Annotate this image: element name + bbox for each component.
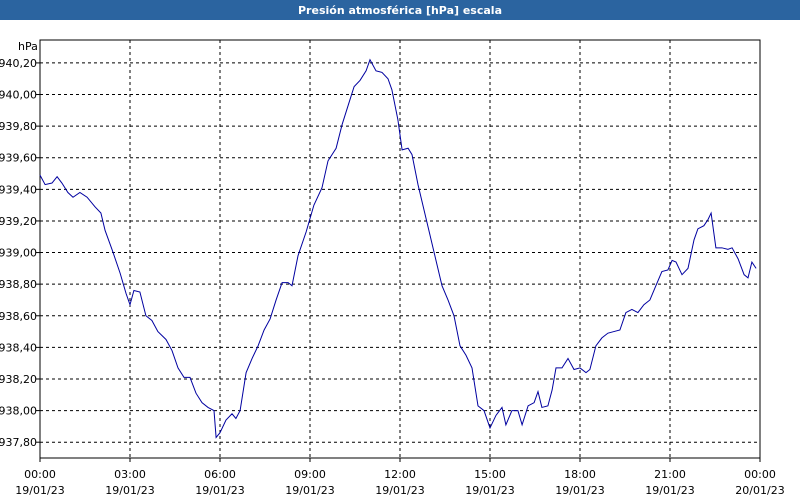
x-tick-date: 19/01/23 — [15, 484, 64, 497]
x-tick-date: 20/01/23 — [735, 484, 784, 497]
y-tick-label: 938,20 — [0, 373, 37, 386]
x-tick-label: 00:00 — [24, 468, 56, 481]
x-tick-date: 19/01/23 — [645, 484, 694, 497]
x-tick-label: 06:00 — [204, 468, 236, 481]
y-tick-label: 940,20 — [0, 57, 37, 70]
y-tick-label: 940,00 — [0, 89, 37, 102]
x-tick-date: 19/01/23 — [195, 484, 244, 497]
x-tick-date: 19/01/23 — [465, 484, 514, 497]
y-tick-label: 939,00 — [0, 247, 37, 260]
title-bar — [0, 0, 800, 20]
x-tick-date: 19/01/23 — [285, 484, 334, 497]
x-tick-label: 00:00 — [744, 468, 776, 481]
y-tick-label: 938,00 — [0, 405, 37, 418]
x-tick-label: 12:00 — [384, 468, 416, 481]
x-tick-date: 19/01/23 — [555, 484, 604, 497]
chart-title: Presión atmosférica [hPa] escala — [298, 4, 502, 17]
y-tick-label: 938,80 — [0, 278, 37, 291]
x-tick-label: 21:00 — [654, 468, 686, 481]
y-tick-label: 937,80 — [0, 436, 37, 449]
y-tick-label: 938,40 — [0, 341, 37, 354]
y-tick-label: 939,40 — [0, 183, 37, 196]
x-tick-label: 03:00 — [114, 468, 146, 481]
x-tick-label: 09:00 — [294, 468, 326, 481]
y-tick-label: 939,20 — [0, 215, 37, 228]
y-tick-label: 938,60 — [0, 310, 37, 323]
y-tick-label: 939,60 — [0, 152, 37, 165]
x-tick-date: 19/01/23 — [105, 484, 154, 497]
y-unit: hPa — [18, 40, 38, 53]
x-tick-label: 18:00 — [564, 468, 596, 481]
x-tick-date: 19/01/23 — [375, 484, 424, 497]
data-line — [39, 58, 757, 439]
y-tick-label: 939,80 — [0, 120, 37, 133]
x-tick-label: 15:00 — [474, 468, 506, 481]
